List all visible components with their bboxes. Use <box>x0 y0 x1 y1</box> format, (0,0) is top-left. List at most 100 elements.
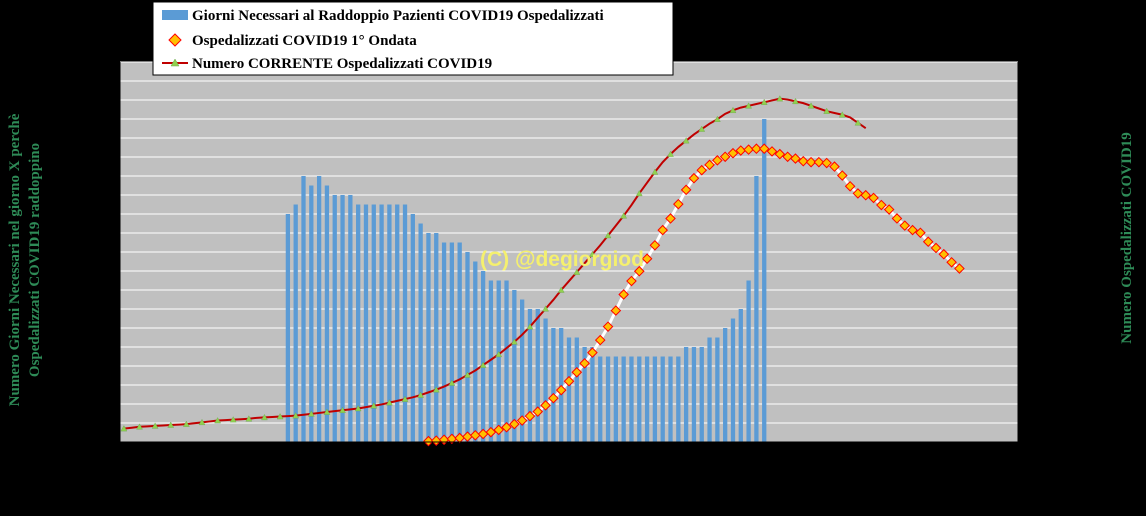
x-tick-label: 3-set <box>135 445 146 466</box>
first-wave-point <box>758 143 770 155</box>
first-wave-point <box>446 433 458 445</box>
left-tick-label: 0 <box>94 435 102 452</box>
bar <box>535 309 540 442</box>
bar <box>746 280 751 442</box>
bar <box>660 356 665 442</box>
right-tick-label: 22,500 <box>1038 234 1082 251</box>
x-tick-label: 11-set <box>197 445 208 470</box>
first-wave-point <box>844 180 856 192</box>
first-wave-point <box>821 157 832 169</box>
first-wave-point <box>813 156 825 168</box>
current-point <box>760 98 768 105</box>
x-tick-label: 23-set <box>291 445 302 471</box>
first-wave-point <box>727 147 739 159</box>
bar <box>379 204 384 442</box>
x-tick-label: 25-ott <box>541 445 552 471</box>
first-wave-point <box>852 188 864 199</box>
right-tick-label: 2,500 <box>1038 413 1074 430</box>
current-point <box>526 323 534 330</box>
x-tick-label: 14-dic <box>932 445 943 472</box>
first-wave-point <box>915 227 926 239</box>
first-wave-point <box>618 289 629 300</box>
bar <box>504 280 509 442</box>
legend-bars-label: Giorni Necessari al Raddoppio Pazienti C… <box>192 8 604 24</box>
x-tick-label: 4-dic <box>853 445 864 467</box>
first-wave-point <box>673 198 684 210</box>
bar <box>707 337 712 442</box>
current-point <box>745 102 752 109</box>
x-tick-label: 21-set <box>276 445 287 471</box>
bar <box>723 328 728 442</box>
x-tick-label: 19-set <box>260 445 271 471</box>
bar <box>590 347 595 442</box>
x-tick-label: 24-dic <box>1010 445 1021 472</box>
left-tick-label: 28 <box>86 169 102 186</box>
first-wave-point <box>883 204 895 215</box>
x-tick-label: 1-set <box>119 445 130 466</box>
first-wave-point <box>860 189 872 201</box>
current-point <box>245 415 253 422</box>
left-tick-label: 10 <box>86 340 102 357</box>
x-tick-label: 10-nov <box>666 446 677 475</box>
x-tick-label: 6-dic <box>869 445 880 467</box>
current-point <box>448 379 456 386</box>
first-wave-point <box>665 213 676 224</box>
left-axis-label-line1: Numero Giorni Necessari nel giorno X per… <box>7 113 23 406</box>
current-point <box>370 402 378 409</box>
bar <box>449 242 455 442</box>
bar <box>465 252 470 442</box>
current-point <box>401 395 409 402</box>
legend-current-marker <box>170 58 180 67</box>
left-tick-label: 20 <box>86 245 102 262</box>
first-wave-point <box>649 239 661 251</box>
x-tick-label: 5-set <box>151 445 162 466</box>
x-tick-label: 12-dic <box>916 445 927 472</box>
left-tick-label: 24 <box>86 207 102 224</box>
first-wave-point <box>493 424 505 436</box>
first-wave-point <box>423 435 434 447</box>
current-point <box>432 386 440 393</box>
bar <box>457 242 462 442</box>
right-tick-label: 7,500 <box>1038 368 1074 385</box>
x-tick-label: 28-nov <box>807 446 818 475</box>
right-tick-label: 5,000 <box>1038 390 1074 407</box>
bar <box>676 356 681 442</box>
right-tick-label: 35,000 <box>1038 122 1082 139</box>
bar <box>754 176 759 442</box>
bar <box>582 347 587 442</box>
first-wave-point <box>876 199 887 211</box>
bar <box>613 356 618 442</box>
first-wave-point <box>712 155 723 166</box>
bar <box>512 290 517 442</box>
left-tick-label: 4 <box>94 397 102 414</box>
bar <box>402 204 408 442</box>
current-point <box>589 250 596 257</box>
bar <box>473 261 478 442</box>
right-tick-label: 12,500 <box>1038 323 1082 340</box>
right-tick-label: 27,500 <box>1038 189 1082 206</box>
bar <box>699 347 704 442</box>
left-tick-label: 18 <box>86 264 102 281</box>
watermark: (C) @degiorgiod <box>480 248 644 271</box>
x-tick-label: 18-nov <box>728 446 739 475</box>
bar <box>629 356 634 442</box>
bar <box>551 328 556 442</box>
first-wave-point <box>751 143 762 155</box>
current-point <box>557 286 565 293</box>
current-point <box>276 413 284 420</box>
bar <box>293 204 298 442</box>
x-tick-label: 16-dic <box>947 445 958 472</box>
first-wave-point <box>790 153 801 164</box>
right-tick-label: 10,000 <box>1038 346 1082 363</box>
current-point <box>620 212 627 219</box>
first-wave-point <box>626 275 637 287</box>
first-wave-point <box>516 415 528 426</box>
bar <box>340 195 345 442</box>
first-wave-point <box>509 418 520 430</box>
first-wave-point <box>587 347 598 358</box>
bar <box>738 309 743 442</box>
current-point <box>229 416 237 423</box>
current-point <box>198 418 206 426</box>
x-tick-label: 15-set <box>229 445 240 471</box>
